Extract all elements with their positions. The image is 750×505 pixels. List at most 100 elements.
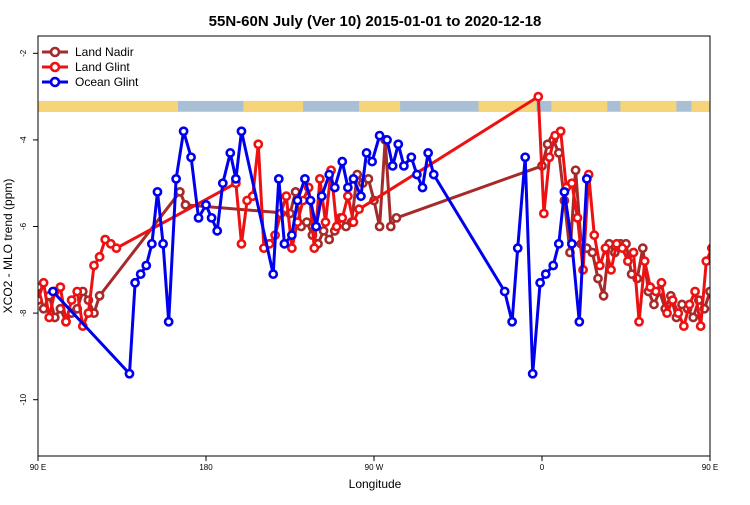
data-point [382,135,392,145]
land-segment [38,100,178,112]
data-point [406,152,417,163]
data-point [158,238,168,249]
x-tick-label: 90 E [30,463,46,472]
data-point [171,173,182,184]
data-point [391,212,402,223]
data-point [342,182,353,193]
data-point [719,245,726,252]
data-point [83,308,94,319]
data-point [533,91,544,102]
series-land-glint [38,91,732,332]
data-point [538,208,549,219]
data-point [286,243,297,254]
data-point [520,152,531,163]
data-point [174,186,185,197]
data-point [342,191,353,202]
data-point [301,217,312,228]
data-point [617,243,628,254]
data-point [684,299,695,310]
data-point [318,225,329,236]
data-point [201,199,211,210]
data-point [393,139,404,150]
data-point [725,240,732,247]
data-point [548,260,559,271]
y-tick-label: -10 [19,393,28,405]
data-point [512,243,523,254]
data-point [499,286,510,297]
data-point [316,191,327,202]
land-segment [691,100,710,112]
data-point [570,165,581,176]
data-point [314,173,325,184]
land-segment [551,100,608,112]
data-point [589,230,600,241]
data-point [279,238,290,249]
data-point [253,139,264,150]
data-point [48,286,58,297]
series-line [51,129,589,376]
data-point [649,299,659,310]
data-point [281,191,292,202]
data-point [367,156,378,167]
data-point [146,238,157,249]
data-point [678,321,689,332]
data-point [507,316,518,327]
data-point [734,292,741,299]
data-point [385,221,396,232]
data-point [540,269,551,280]
data-point [637,243,648,254]
data-point [337,156,348,167]
legend-marker [49,61,61,73]
legend-label: Ocean Glint [75,75,139,89]
data-point [44,312,55,323]
data-point [94,290,105,301]
data-point [553,238,564,249]
data-point [729,288,736,295]
data-point [193,212,204,223]
legend-item: Ocean Glint [42,75,139,89]
data-point [324,234,335,245]
land-segment [243,100,304,112]
data-point [622,256,633,267]
legend-item: Land Nadir [42,45,134,59]
data-point [581,173,592,184]
data-point [593,273,603,284]
series-line [38,138,710,324]
data-point [374,221,385,232]
series-line [38,95,710,328]
data-point [206,212,217,223]
data-point [212,225,223,236]
y-tick-label: -8 [19,309,28,317]
data-point [180,199,191,210]
x-tick-label: 180 [199,463,213,472]
land-segment [620,100,677,112]
data-point [217,178,228,189]
data-point [311,221,322,232]
data-point [186,152,196,163]
data-point [559,186,570,197]
land-segment [359,100,401,112]
data-point [714,232,721,239]
data-point [152,186,163,197]
data-point [292,195,303,206]
data-point [628,247,639,258]
data-point [555,126,566,137]
data-point [111,243,122,254]
data-point [324,169,335,180]
data-point [667,295,678,306]
data-point [361,148,372,158]
data-point [600,243,611,254]
x-tick-label: 0 [540,463,545,472]
data-point [354,204,364,215]
data-point [374,130,385,141]
data-point [236,126,247,137]
data-point [606,264,616,275]
y-tick-label: -2 [19,49,28,57]
data-point [417,182,428,193]
data-point [348,173,359,184]
data-point [650,286,661,297]
y-tick-label: -4 [19,136,28,144]
data-point [178,126,189,137]
x-axis-label: Longitude [349,477,402,491]
